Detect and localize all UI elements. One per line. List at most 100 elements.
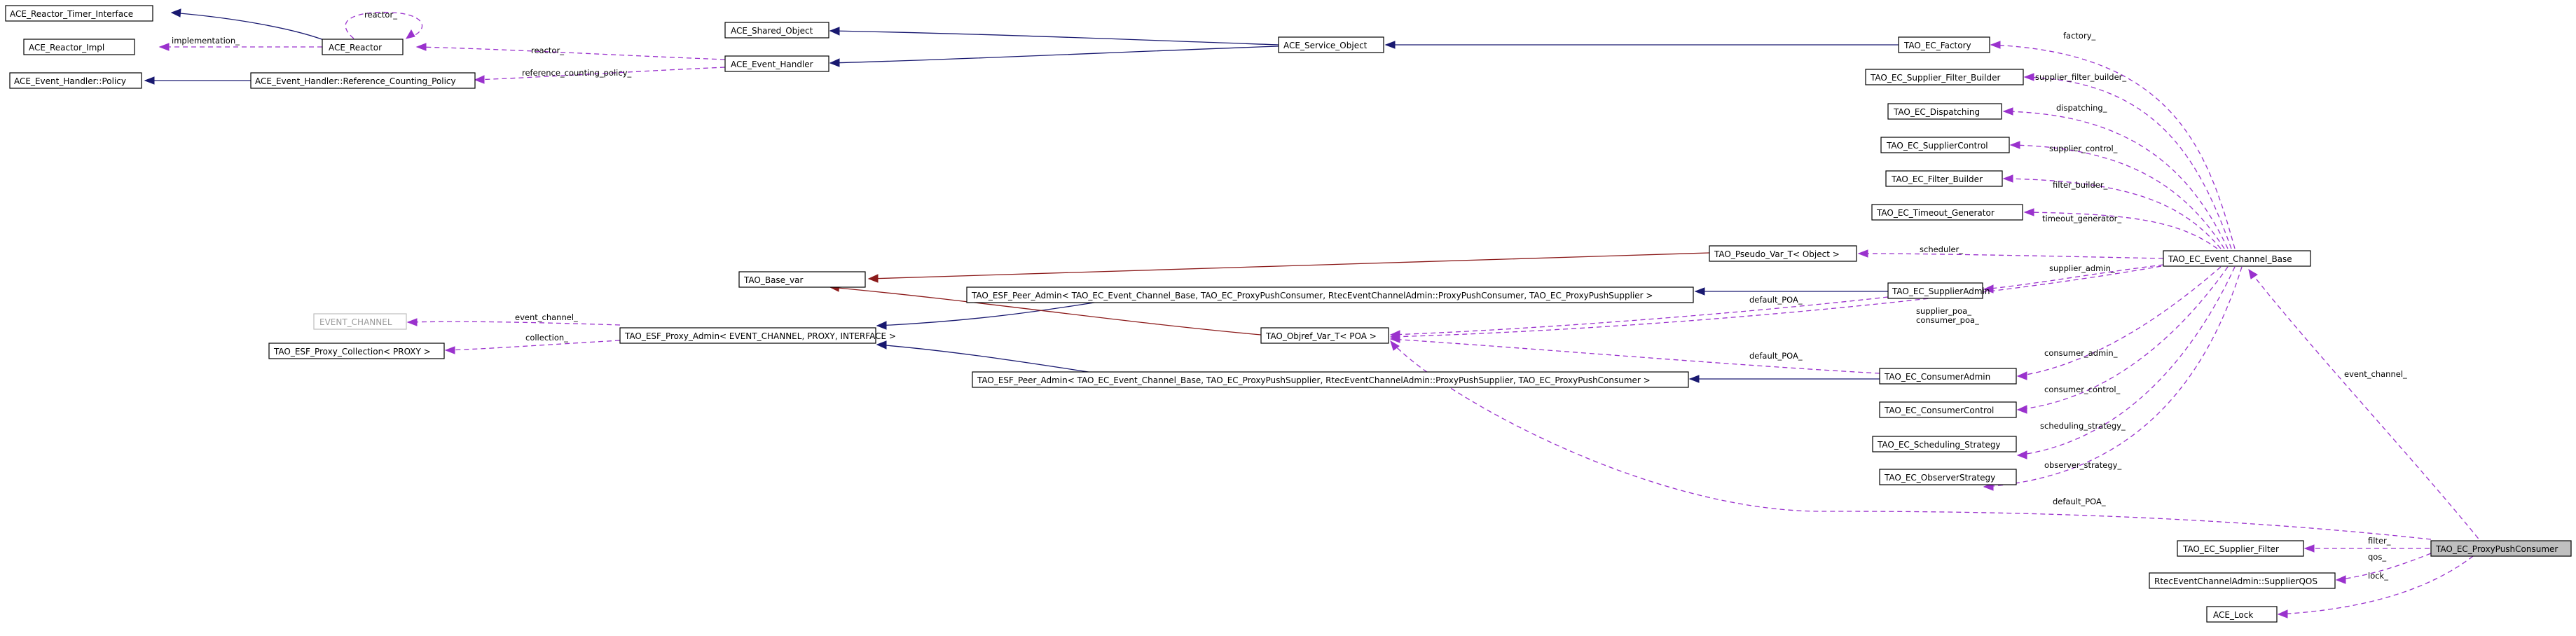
node-tao-esf-proxy-admin[interactable]: TAO_ESF_Proxy_Admin< EVENT_CHANNEL, PROX… [619,327,896,344]
label-consumer-control: consumer_control_ [2044,385,2121,394]
edge-pseudo-var-template-base-var [867,252,1710,283]
svg-text:ACE_Reactor_Timer_Interface: ACE_Reactor_Timer_Interface [10,9,133,19]
label-scheduling-strategy: scheduling_strategy_ [2040,421,2126,431]
edge-filter [2303,544,2430,553]
svg-text:TAO_EC_Event_Channel_Base: TAO_EC_Event_Channel_Base [2168,254,2292,264]
node-ace-event-handler[interactable]: ACE_Event_Handler [724,55,829,72]
edge-refcount-inherits-policy [144,76,251,85]
edge-scheduling-strategy [2016,266,2236,459]
label-supplier-poa: supplier_poa_ [1916,306,1971,316]
edge-service-object-inherits-event-handler [829,46,1279,67]
edge-supplier-control [2009,141,2225,249]
svg-text:TAO_EC_Dispatching: TAO_EC_Dispatching [1893,107,1980,117]
label-scheduler: scheduler_ [1920,244,1963,254]
svg-text:TAO_EC_Supplier_Filter_Builder: TAO_EC_Supplier_Filter_Builder [1870,73,2000,83]
label-lock: lock_ [2368,571,2388,581]
label-event-channel-proxy: event_channel_ [515,312,578,322]
node-tao-ec-timeout-generator[interactable]: TAO_EC_Timeout_Generator [1871,204,2023,221]
svg-text:RtecEventChannelAdmin::Supplie: RtecEventChannelAdmin::SupplierQOS [2154,576,2317,586]
node-tao-ec-dispatching[interactable]: TAO_EC_Dispatching [1887,103,2002,120]
edge-qos [2335,553,2432,584]
svg-text:TAO_EC_Filter_Builder: TAO_EC_Filter_Builder [1891,174,1983,184]
edge-reactor-inherits-timer-interface [170,8,330,43]
svg-text:ACE_Event_Handler::Policy: ACE_Event_Handler::Policy [14,76,126,86]
edge-event-channel-main [2248,268,2484,546]
node-tao-ec-observer-strategy[interactable]: TAO_EC_ObserverStrategy [1879,469,2017,485]
svg-text:TAO_EC_SupplierControl: TAO_EC_SupplierControl [1886,141,1988,151]
label-observer-strategy: observer_strategy_ [2044,460,2121,470]
node-tao-ec-factory[interactable]: TAO_EC_Factory [1898,36,1990,53]
label-timeout-generator: timeout_generator_ [2042,214,2121,223]
edge-reactor [415,43,726,60]
label-event-channel-main: event_channel_ [2344,369,2407,379]
label-supplier-control: supplier_control_ [2049,144,2118,153]
svg-text:EVENT_CHANNEL: EVENT_CHANNEL [319,317,392,327]
label-implementation: implementation_ [172,36,240,46]
node-ace-reactor-impl[interactable]: ACE_Reactor_Impl [23,39,135,55]
node-tao-ec-supplier-filter[interactable]: TAO_EC_Supplier_Filter [2177,540,2304,557]
node-tao-ec-event-channel-base[interactable]: TAO_EC_Event_Channel_Base [2163,250,2311,267]
edge-default-poa-supplier [1389,296,1889,339]
svg-text:TAO_Base_var: TAO_Base_var [743,275,804,285]
label-consumer-poa: consumer_poa_ [1916,315,1979,325]
node-tao-ec-scheduling-strategy[interactable]: TAO_EC_Scheduling_Strategy [1872,436,2017,452]
node-ace-shared-object[interactable]: ACE_Shared_Object [724,22,829,39]
label-reference-counting-policy: reference_counting_policy_ [522,68,631,78]
svg-text:TAO_ESF_Proxy_Admin< EVENT_CHA: TAO_ESF_Proxy_Admin< EVENT_CHANNEL, PROX… [624,331,896,341]
label-dispatching: dispatching_ [2056,103,2107,113]
svg-text:TAO_Pseudo_Var_T< Object >: TAO_Pseudo_Var_T< Object > [1714,249,1840,259]
node-ace-eh-reference-counting-policy[interactable]: ACE_Event_Handler::Reference_Counting_Po… [250,72,476,89]
svg-text:TAO_EC_ConsumerAdmin: TAO_EC_ConsumerAdmin [1884,372,1990,382]
edge-service-object-inherits-shared-object [829,27,1279,46]
node-tao-ec-consumer-admin[interactable]: TAO_EC_ConsumerAdmin [1879,368,2017,385]
node-tao-ec-consumer-control[interactable]: TAO_EC_ConsumerControl [1879,401,2017,418]
svg-text:TAO_EC_Supplier_Filter: TAO_EC_Supplier_Filter [2182,544,2279,554]
node-ace-event-handler-policy[interactable]: ACE_Event_Handler::Policy [9,72,142,89]
label-consumer-admin: consumer_admin_ [2044,348,2118,358]
edge-reference-counting-policy [474,67,726,84]
node-tao-esf-peer-admin-consumer[interactable]: TAO_ESF_Peer_Admin< TAO_EC_Event_Channel… [966,286,1694,303]
edge-dispatching [2002,107,2229,249]
node-event-channel[interactable]: EVENT_CHANNEL [313,313,407,330]
label-filter-builder: filter_builder_ [2053,180,2108,190]
edge-peer-admin-consumer-inherits-proxy-admin [876,298,1122,330]
node-tao-ec-supplier-filter-builder[interactable]: TAO_EC_Supplier_Filter_Builder [1865,69,2024,85]
svg-text:ACE_Event_Handler::Reference_C: ACE_Event_Handler::Reference_Counting_Po… [255,76,456,86]
node-tao-base-var[interactable]: TAO_Base_var [738,271,866,288]
node-tao-ec-filter-builder[interactable]: TAO_EC_Filter_Builder [1885,170,2003,187]
node-ace-lock[interactable]: ACE_Lock [2206,606,2278,623]
edge-default-poa-consumer [1389,334,1880,374]
label-supplier-filter-builder: supplier_filter_builder_ [2035,72,2126,82]
label-default-poa-supplier: default_POA_ [1749,295,1803,305]
node-tao-ec-supplier-admin[interactable]: TAO_EC_SupplierAdmin [1887,282,1990,299]
node-tao-esf-peer-admin-supplier[interactable]: TAO_ESF_Peer_Admin< TAO_EC_Event_Channel… [972,371,1689,388]
node-tao-esf-proxy-collection[interactable]: TAO_ESF_Proxy_Collection< PROXY > [268,343,445,359]
svg-text:ACE_Lock: ACE_Lock [2213,610,2253,620]
node-ace-reactor-timer-interface[interactable]: ACE_Reactor_Timer_Interface [5,5,153,22]
svg-text:ACE_Shared_Object: ACE_Shared_Object [731,26,813,36]
node-ace-reactor[interactable]: ACE_Reactor [322,39,404,55]
label-collection: collection_ [525,333,568,343]
node-tao-ec-proxy-push-consumer[interactable]: TAO_EC_ProxyPushConsumer [2430,540,2572,557]
node-tao-ec-supplier-control[interactable]: TAO_EC_SupplierControl [1880,137,2010,153]
node-tao-objref-var-poa[interactable]: TAO_Objref_Var_T< POA > [1260,327,1389,344]
svg-text:TAO_EC_Timeout_Generator: TAO_EC_Timeout_Generator [1876,208,1995,218]
node-ace-service-object[interactable]: ACE_Service_Object [1278,36,1384,53]
edge-peer-admin-supplier-inherits-proxy-admin [876,340,1094,373]
svg-text:TAO_EC_ProxyPushConsumer: TAO_EC_ProxyPushConsumer [2435,544,2558,554]
label-qos: qos_ [2368,552,2386,562]
svg-text:TAO_EC_SupplierAdmin: TAO_EC_SupplierAdmin [1892,286,1990,296]
node-rtec-supplier-qos[interactable]: RtecEventChannelAdmin::SupplierQOS [2149,572,2336,589]
edge-event-channel-proxy [406,318,621,326]
edge-consumer-admin [2016,266,2222,380]
svg-text:ACE_Reactor_Impl: ACE_Reactor_Impl [29,43,104,53]
svg-text:TAO_ESF_Peer_Admin< TAO_EC_Eve: TAO_ESF_Peer_Admin< TAO_EC_Event_Channel… [971,291,1653,300]
node-tao-pseudo-var-object[interactable]: TAO_Pseudo_Var_T< Object > [1709,245,1857,262]
edge-consumer-admin-inherits-peer-admin [1688,375,1880,383]
edge-implementation [158,43,322,51]
label-supplier-admin: supplier_admin_ [2049,263,2115,273]
svg-text:ACE_Service_Object: ACE_Service_Object [1283,41,1368,50]
svg-text:ACE_Reactor: ACE_Reactor [329,43,382,53]
edge-lock [2277,555,2474,618]
